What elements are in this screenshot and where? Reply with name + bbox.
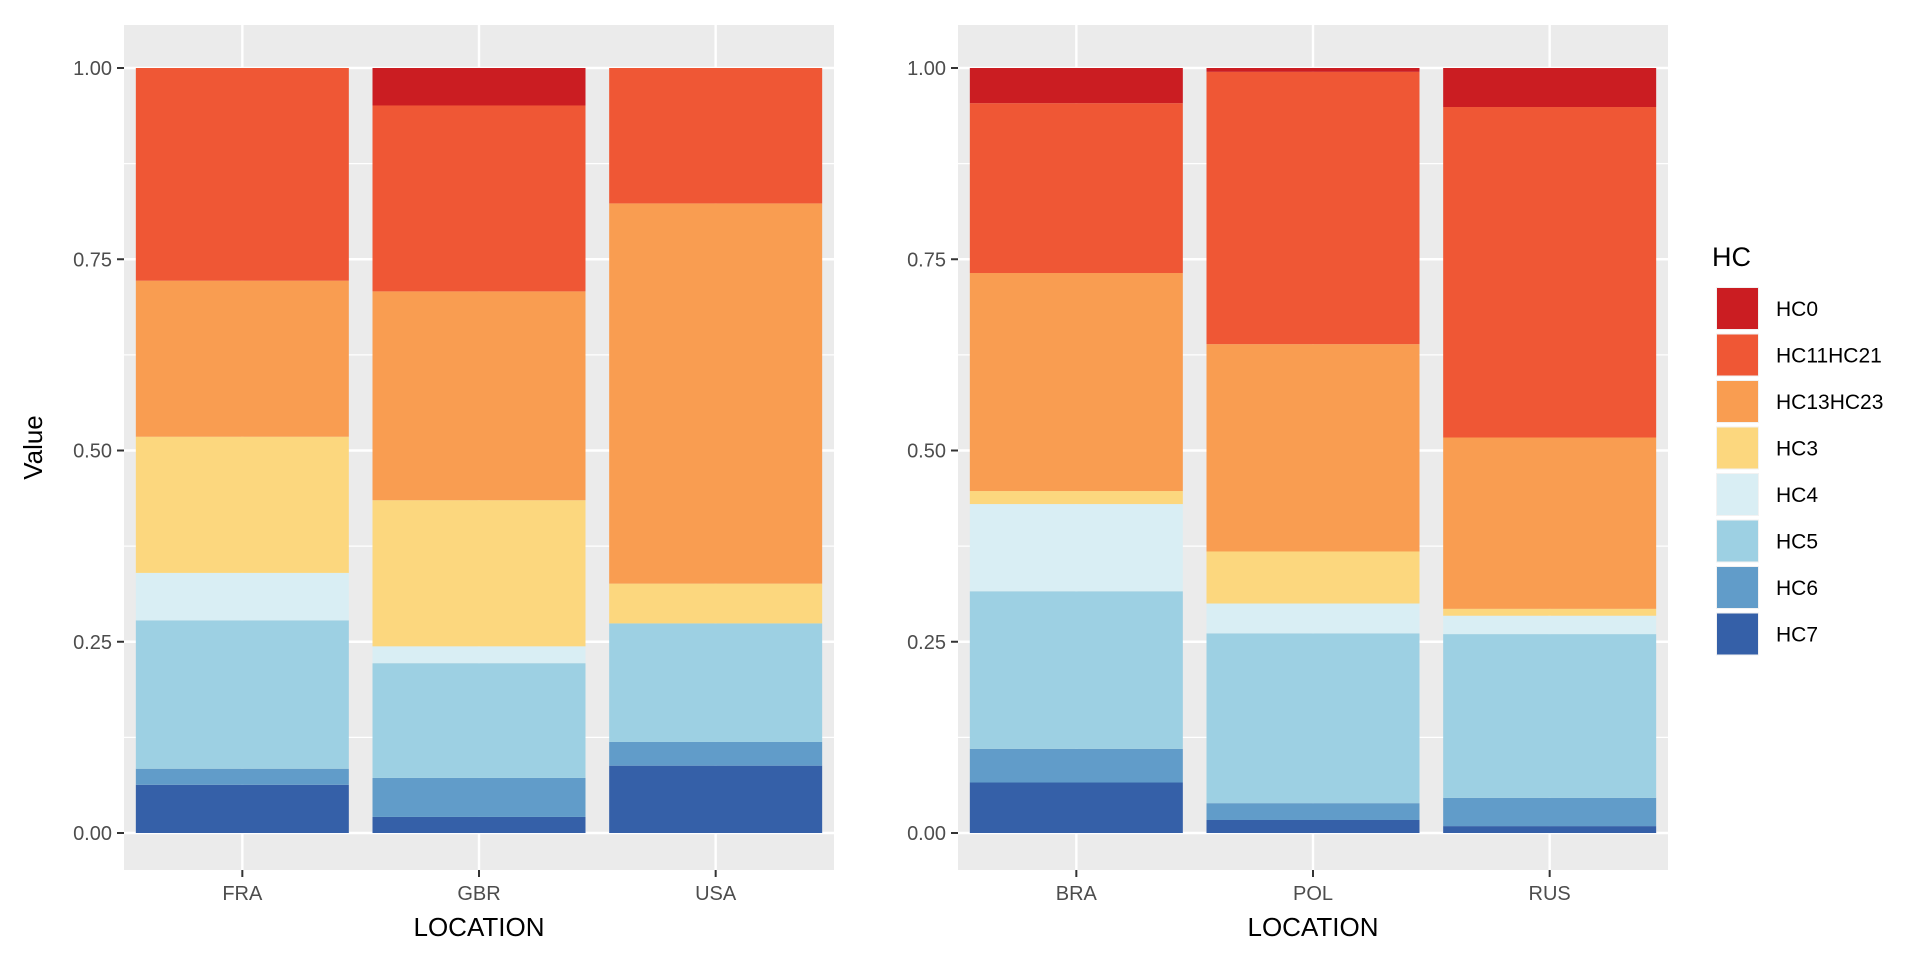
bar-segment-POL-HC11HC21 [1206, 71, 1420, 345]
bar-segment-POL-HC6 [1206, 803, 1420, 820]
legend-swatch-HC13HC23 [1717, 381, 1758, 422]
bar-segment-USA-HC13HC23 [609, 203, 823, 584]
bar-segment-FRA-HC7 [135, 784, 349, 833]
bar-segment-GBR-HC11HC21 [372, 105, 586, 292]
bar-segment-BRA-HC11HC21 [969, 103, 1183, 274]
x-tick-label: POL [1293, 883, 1333, 905]
bar-segment-BRA-HC5 [969, 591, 1183, 749]
y-tick-label: 1.00 [907, 58, 946, 80]
legend-swatch-HC7 [1717, 613, 1758, 655]
bar-segment-GBR-HC13HC23 [372, 291, 586, 501]
bar-segment-FRA-HC6 [135, 768, 349, 785]
bar-segment-GBR-HC0 [372, 68, 586, 106]
legend-label-HC7: HC7 [1776, 624, 1818, 647]
bar-segment-POL-HC7 [1206, 819, 1420, 833]
bar-segment-FRA-HC3 [135, 436, 349, 573]
legend-label-HC5: HC5 [1776, 531, 1818, 554]
bar-segment-BRA-HC4 [969, 504, 1183, 592]
bar-segment-RUS-HC4 [1443, 615, 1657, 635]
bar-segment-RUS-HC6 [1443, 797, 1657, 827]
y-tick-label: 0.75 [73, 249, 112, 271]
bar-segment-RUS-HC13HC23 [1443, 437, 1657, 609]
bar-segment-BRA-HC7 [969, 782, 1183, 833]
bar-segment-USA-HC5 [609, 623, 823, 742]
y-tick-label: 0.00 [907, 823, 946, 845]
y-tick-label: 0.25 [73, 632, 112, 654]
x-axis-title: LOCATION [414, 912, 545, 942]
legend-label-HC3: HC3 [1776, 438, 1818, 461]
bar-segment-USA-HC3 [609, 583, 823, 624]
legend-label-HC6: HC6 [1776, 577, 1818, 600]
bar-segment-GBR-HC3 [372, 500, 586, 647]
y-tick-label: 0.00 [73, 823, 112, 845]
bar-segment-RUS-HC11HC21 [1443, 107, 1657, 438]
x-tick-label: GBR [457, 883, 500, 905]
bar-segment-FRA-HC5 [135, 620, 349, 769]
legend-swatch-HC4 [1717, 474, 1758, 515]
bar-segment-USA-HC7 [609, 765, 823, 833]
x-axis-title: LOCATION [1248, 912, 1379, 942]
bar-segment-USA-HC6 [609, 741, 823, 766]
y-tick-label: 0.50 [907, 441, 946, 463]
y-axis-title: Value [18, 415, 48, 480]
x-tick-label: FRA [222, 883, 263, 905]
bar-segment-RUS-HC3 [1443, 608, 1657, 616]
bar-segment-GBR-HC7 [372, 816, 586, 833]
bar-segment-USA-HC11HC21 [609, 68, 823, 204]
legend: HC HC0 HC11HC21 HC13HC23 HC3 HC4 HC5 HC6 HC7 [1712, 242, 1883, 656]
legend-label-HC4: HC4 [1776, 484, 1818, 507]
x-tick-label: USA [695, 883, 737, 905]
legend-swatch-HC0 [1717, 288, 1758, 329]
bar-segment-POL-HC0 [1206, 68, 1420, 72]
x-tick-label: BRA [1056, 883, 1098, 905]
y-tick-label: 1.00 [73, 58, 112, 80]
bar-segment-BRA-HC13HC23 [969, 273, 1183, 492]
bar-segment-POL-HC3 [1206, 551, 1420, 604]
bar-segment-GBR-HC6 [372, 777, 586, 817]
y-tick-label: 0.75 [907, 249, 946, 271]
panel-2: 0.00 0.25 0.50 0.75 1.00 BRA POL RUS LOCATION [907, 25, 1668, 942]
bar-segment-RUS-HC5 [1443, 634, 1657, 798]
bar-segment-POL-HC13HC23 [1206, 344, 1420, 552]
bar-segment-FRA-HC4 [135, 572, 349, 621]
bar-segment-GBR-HC4 [372, 646, 586, 664]
bar-segment-POL-HC5 [1206, 633, 1420, 804]
y-tick-label: 0.50 [73, 441, 112, 463]
legend-label-HC13HC23: HC13HC23 [1776, 391, 1883, 414]
bar-segment-GBR-HC5 [372, 663, 586, 778]
x-tick-label: RUS [1529, 883, 1571, 905]
panel-1: 0.00 0.25 0.50 0.75 1.00 FRA GBR USA LOCATION Val… [18, 25, 834, 942]
legend-swatch-HC11HC21 [1717, 334, 1758, 376]
legend-swatch-HC6 [1717, 567, 1758, 608]
legend-title: HC [1712, 242, 1751, 272]
bar-segment-BRA-HC3 [969, 491, 1183, 505]
bar-segment-POL-HC4 [1206, 603, 1420, 634]
bar-segment-BRA-HC6 [969, 748, 1183, 783]
bar-segment-RUS-HC0 [1443, 68, 1657, 108]
legend-swatch-HC5 [1717, 520, 1758, 562]
legend-label-HC11HC21: HC11HC21 [1776, 345, 1882, 368]
bar-segment-FRA-HC11HC21 [135, 68, 349, 281]
bar-segment-BRA-HC0 [969, 68, 1183, 104]
y-tick-label: 0.25 [907, 632, 946, 654]
legend-label-HC0: HC0 [1776, 298, 1818, 321]
bar-segment-FRA-HC13HC23 [135, 280, 349, 437]
bar-segment-RUS-HC7 [1443, 826, 1657, 833]
legend-swatch-HC3 [1717, 427, 1758, 469]
